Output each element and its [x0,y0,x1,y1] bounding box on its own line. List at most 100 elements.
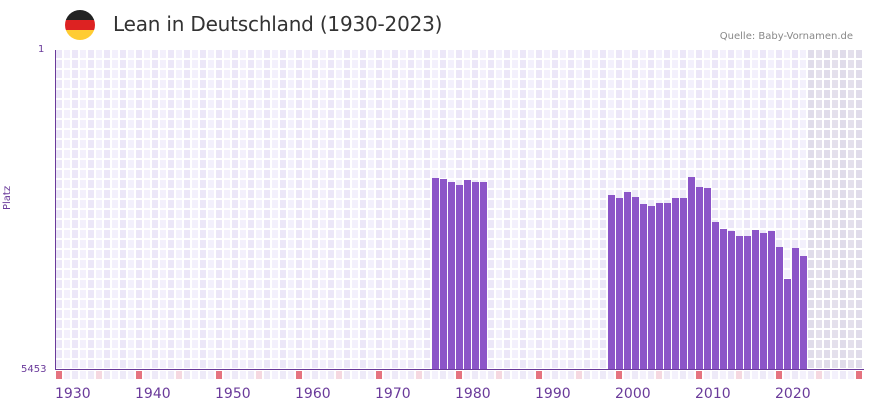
year-marker [432,371,438,379]
year-marker [568,371,574,379]
bar-2023[interactable] [800,256,807,370]
year-marker [792,371,798,379]
year-marker [248,371,254,379]
year-marker [664,371,670,379]
year-marker [552,371,558,379]
bar-1983[interactable] [480,182,487,370]
x-tick-label: 1970 [375,386,411,402]
year-marker [120,371,126,379]
bar-2019[interactable] [768,231,775,370]
bar-2000[interactable] [616,197,623,370]
year-marker [504,371,510,379]
bar-2001[interactable] [624,191,631,370]
year-marker [240,371,246,379]
bar-2018[interactable] [760,233,767,370]
year-marker [328,371,334,379]
year-marker [224,371,230,379]
bar-1981[interactable] [464,180,471,370]
year-marker [704,371,710,379]
year-marker [656,371,662,379]
year-marker [824,371,830,379]
year-marker [464,371,470,379]
year-marker [168,371,174,379]
x-axis-line [55,369,864,370]
year-marker [680,371,686,379]
x-tick-label: 1990 [535,386,571,402]
year-marker [280,371,286,379]
bar-1982[interactable] [472,182,479,370]
year-marker [424,371,430,379]
year-marker [232,371,238,379]
bar-2020[interactable] [776,246,783,370]
bar-2006[interactable] [664,203,671,370]
year-marker [320,371,326,379]
bar-1980[interactable] [456,184,463,370]
bar-2008[interactable] [680,197,687,370]
year-marker [88,371,94,379]
bar-2004[interactable] [648,206,655,370]
year-marker [608,371,614,379]
year-marker [816,371,822,379]
bar-1977[interactable] [432,178,439,370]
year-marker [352,371,358,379]
year-marker [544,371,550,379]
year-marker [312,371,318,379]
year-marker [752,371,758,379]
year-marker [448,371,454,379]
x-tick-label: 2010 [695,386,731,402]
x-tick-label: 1980 [455,386,491,402]
year-marker [616,371,622,379]
bar-2009[interactable] [688,177,695,370]
chart-title: Lean in Deutschland (1930-2023) [113,12,443,36]
bar-2014[interactable] [728,231,735,370]
bar-1999[interactable] [608,194,615,370]
germany-flag-icon [65,10,95,40]
year-marker [416,371,422,379]
year-marker [256,371,262,379]
bar-2012[interactable] [712,221,719,370]
bar-2003[interactable] [640,204,647,370]
x-tick-label: 2020 [775,386,811,402]
bar-2021[interactable] [784,279,791,370]
year-marker [712,371,718,379]
year-marker [832,371,838,379]
year-marker [760,371,766,379]
year-marker [112,371,118,379]
year-marker [696,371,702,379]
year-marker [296,371,302,379]
bar-2013[interactable] [720,229,727,370]
year-marker [848,371,854,379]
bar-2005[interactable] [656,203,663,370]
year-marker [768,371,774,379]
bar-1979[interactable] [448,182,455,370]
year-marker [688,371,694,379]
year-marker [800,371,806,379]
year-marker [160,371,166,379]
bar-2007[interactable] [672,197,679,370]
bar-2016[interactable] [744,236,751,370]
year-marker [408,371,414,379]
year-marker [136,371,142,379]
year-marker [144,371,150,379]
year-marker [840,371,846,379]
bar-2002[interactable] [632,196,639,370]
year-marker [376,371,382,379]
year-marker [488,371,494,379]
year-marker [592,371,598,379]
year-marker [80,371,86,379]
bar-1978[interactable] [440,179,447,370]
year-marker [480,371,486,379]
year-marker [640,371,646,379]
source-credit: Quelle: Baby-Vornamen.de [719,31,853,42]
bar-2011[interactable] [704,187,711,370]
year-marker [776,371,782,379]
year-marker [808,371,814,379]
year-marker [632,371,638,379]
year-marker [56,371,62,379]
year-marker [472,371,478,379]
bar-2015[interactable] [736,236,743,370]
year-marker [304,371,310,379]
bar-2010[interactable] [696,186,703,370]
bar-2017[interactable] [752,230,759,370]
bar-2022[interactable] [792,247,799,370]
